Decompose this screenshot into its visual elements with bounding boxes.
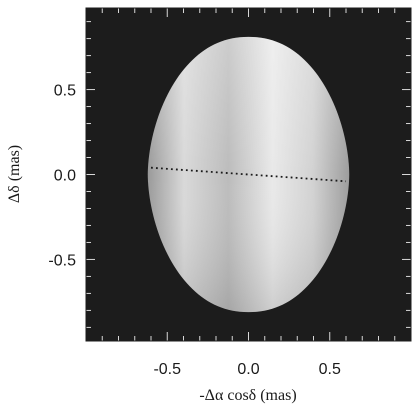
x-axis-label: -Δα cosδ (mas) xyxy=(199,387,296,404)
y-tick-label: 0.5 xyxy=(54,83,76,100)
y-axis-label: Δδ (mas) xyxy=(6,145,23,203)
star-disk-highlight xyxy=(147,36,350,313)
y-tick-labels: 0.5 0.0 -0.5 xyxy=(48,83,76,270)
plot-frame xyxy=(85,7,412,342)
y-tick-label: -0.5 xyxy=(48,252,76,269)
x-tick-label: 0.0 xyxy=(237,361,259,378)
x-tick-label: -0.5 xyxy=(153,361,181,378)
x-tick-labels: -0.5 0.0 0.5 xyxy=(153,361,341,378)
y-tick-label: 0.0 xyxy=(54,168,76,185)
axis-ticks xyxy=(86,8,411,341)
x-tick-label: 0.5 xyxy=(319,361,341,378)
